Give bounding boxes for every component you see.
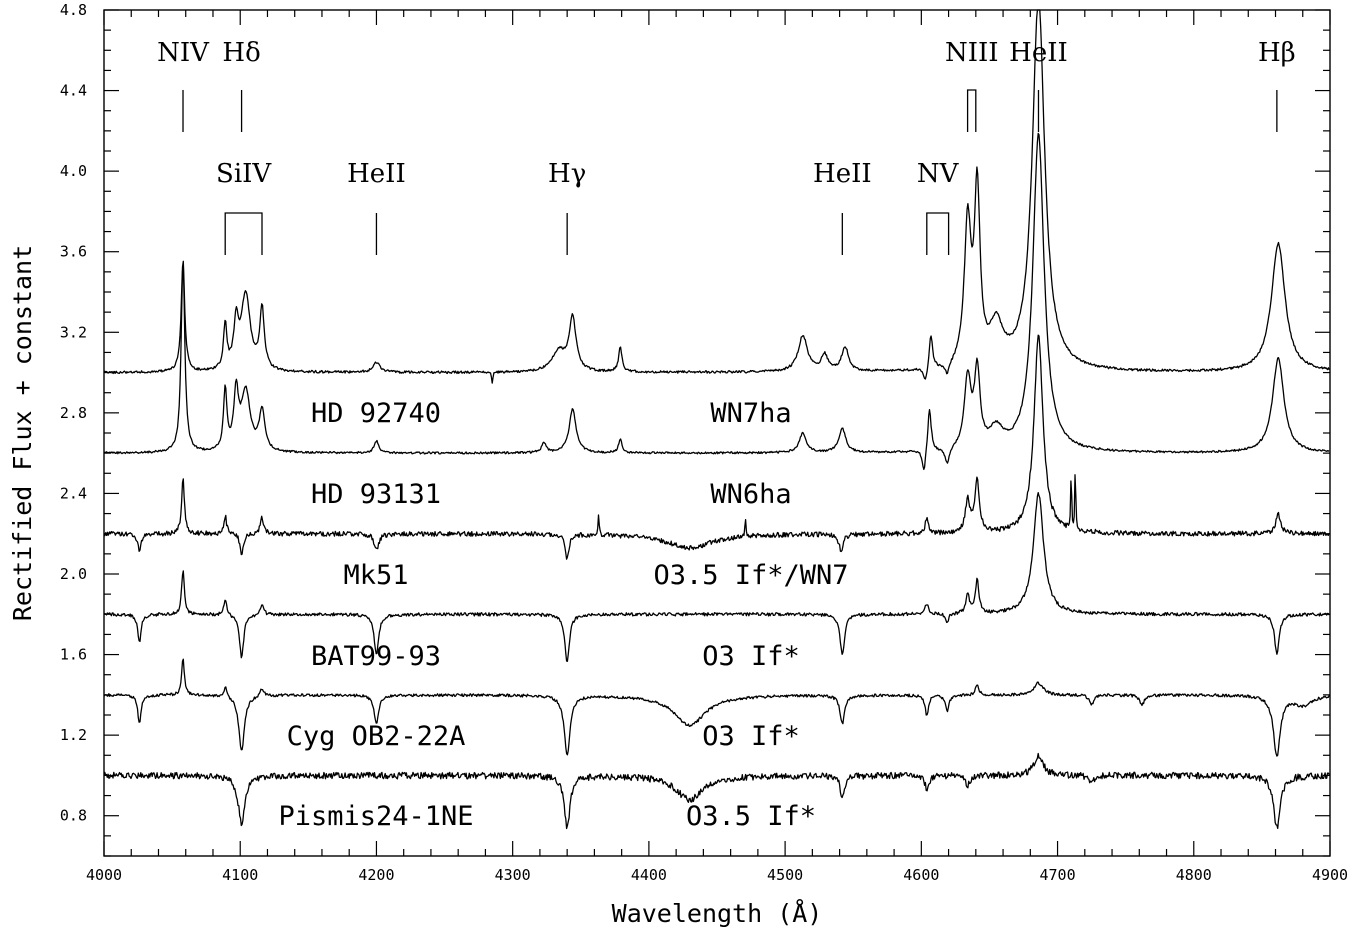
x-tick-label: 4900 [1312,866,1348,884]
line-label: Hβ [1258,38,1296,68]
star-labels: HD 92740 WN7ha HD 93131 WN6ha Mk51 O3.5 If*/W… [278,398,848,832]
y-tick-label: 3.6 [60,243,87,261]
x-tick-label: 4300 [495,866,531,884]
x-axis-title: Wavelength (Å) [612,899,823,928]
y-tick-label: 2.8 [60,404,87,422]
spectral-type-label: WN7ha [710,398,791,429]
x-tick-label: 4700 [1039,866,1075,884]
axis-ticks: 4000 4100 4200 4300 4400 4500 4600 4700 4800 4900… [60,1,1348,884]
spectrum-line [103,334,1330,560]
y-axis-title: Rectified Flux + constant [8,245,37,621]
x-tick-label: 4100 [222,866,258,884]
y-tick-label: 4.8 [60,1,87,19]
star-name-label: Mk51 [343,560,408,591]
spectra-group [103,9,1330,830]
spectral-type-label: O3.5 If* [686,801,816,832]
line-label: Hγ [548,159,586,189]
line-label: NV [917,159,960,189]
spectrum-line [103,752,1330,830]
x-tick-label: 4800 [1176,866,1212,884]
line-label: SiIV [216,159,272,189]
spectral-type-label: O3 If* [702,721,800,752]
line-label: HeII [1009,38,1068,68]
y-tick-label: 1.6 [60,646,87,664]
star-name-label: Cyg OB2-22A [287,721,466,752]
spectral-type-label: WN6ha [710,479,791,510]
x-tick-label: 4000 [86,866,122,884]
x-tick-label: 4500 [767,866,803,884]
y-tick-label: 0.8 [60,807,87,825]
spectrum-line [104,491,1330,662]
spectral-type-label: O3.5 If*/WN7 [653,560,848,591]
line-label: Hδ [222,38,260,68]
line-marker-bracket [966,89,977,132]
star-name-label: HD 92740 [311,398,441,429]
y-tick-label: 3.2 [60,323,87,341]
line-label: HeII [813,159,872,189]
spectrum-line [103,658,1330,757]
spectrum-line [103,9,1330,384]
line-marker-bracket [224,212,263,255]
line-marker-bracket [926,212,950,255]
y-tick-label: 4.0 [60,162,87,180]
line-identification-labels: NIV Hδ SiIV HeII Hγ HeII NV NIII HeII Hβ [157,38,1296,189]
star-name-label: BAT99-93 [311,641,441,672]
x-tick-label: 4600 [903,866,939,884]
spectral-type-label: O3 If* [702,641,800,672]
line-label: NIII [945,38,999,68]
x-tick-label: 4200 [358,866,394,884]
star-name-label: Pismis24-1NE [278,801,473,832]
line-label: HeII [347,159,406,189]
x-tick-label: 4400 [631,866,667,884]
y-tick-label: 2.0 [60,565,87,583]
line-label: NIV [157,38,210,68]
spectrum-line [103,132,1330,471]
y-tick-label: 2.4 [60,484,87,502]
y-tick-label: 4.4 [60,82,87,100]
star-name-label: HD 93131 [311,479,441,510]
y-tick-label: 1.2 [60,726,87,744]
line-markers [182,89,1278,255]
